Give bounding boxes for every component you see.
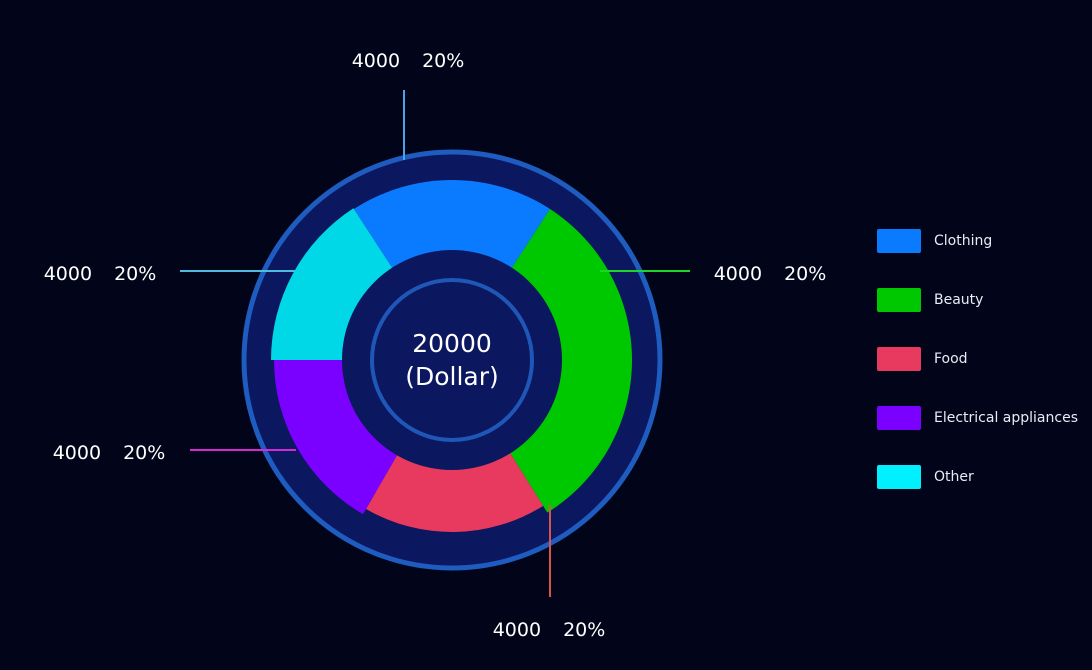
callout-value-beauty: 4000	[714, 263, 762, 285]
callout-percent-other: 20%	[114, 263, 156, 285]
callouts: 4000 20% 4000 20% 4000 20% 4000 20% 4000 20%	[44, 50, 827, 641]
legend-label-food: Food	[934, 351, 968, 367]
callout-label-other: 4000 20%	[44, 263, 157, 285]
legend-label-clothing: Clothing	[934, 233, 993, 249]
callout-percent-food: 20%	[563, 619, 605, 641]
legend-item-beauty[interactable]: Beauty	[877, 288, 1078, 312]
slice-other[interactable]	[271, 208, 394, 360]
legend-item-electrical-appliances[interactable]: Electrical appliances	[877, 406, 1078, 430]
legend-swatch-beauty	[877, 288, 921, 312]
inner-ring	[370, 278, 534, 442]
legend-swatch-clothing	[877, 229, 921, 253]
legend-item-food[interactable]: Food	[877, 347, 1078, 371]
center-unit-label: (Dollar)	[405, 362, 499, 391]
callout-percent-clothing: 20%	[422, 50, 464, 72]
slice-clothing[interactable]	[353, 179, 551, 270]
donut-slices	[271, 179, 632, 532]
legend-item-clothing[interactable]: Clothing	[877, 229, 1078, 253]
legend-label-beauty: Beauty	[934, 292, 984, 308]
callout-value-food: 4000	[493, 619, 541, 641]
legend-label-other: Other	[934, 469, 974, 485]
slice-electrical-appliances[interactable]	[274, 360, 398, 515]
center-value-label: 20000	[412, 329, 492, 358]
legend-item-other[interactable]: Other	[877, 465, 1078, 489]
slice-food[interactable]	[366, 451, 544, 532]
callout-label-beauty: 4000 20%	[714, 263, 827, 285]
callout-value-clothing: 4000	[352, 50, 400, 72]
callout-percent-electrical-appliances: 20%	[123, 442, 165, 464]
slice-beauty[interactable]	[509, 209, 632, 513]
legend-swatch-food	[877, 347, 921, 371]
callout-value-electrical-appliances: 4000	[53, 442, 101, 464]
inner-hole	[342, 250, 562, 470]
legend: Clothing Beauty Food Electrical applianc…	[877, 229, 1078, 524]
callout-value-other: 4000	[44, 263, 92, 285]
legend-swatch-electrical-appliances	[877, 406, 921, 430]
legend-label-electrical-appliances: Electrical appliances	[934, 410, 1078, 426]
callout-label-clothing: 4000 20%	[352, 50, 465, 72]
callout-label-electrical-appliances: 4000 20%	[53, 442, 166, 464]
legend-swatch-other	[877, 465, 921, 489]
callout-label-food: 4000 20%	[493, 619, 606, 641]
callout-percent-beauty: 20%	[784, 263, 826, 285]
